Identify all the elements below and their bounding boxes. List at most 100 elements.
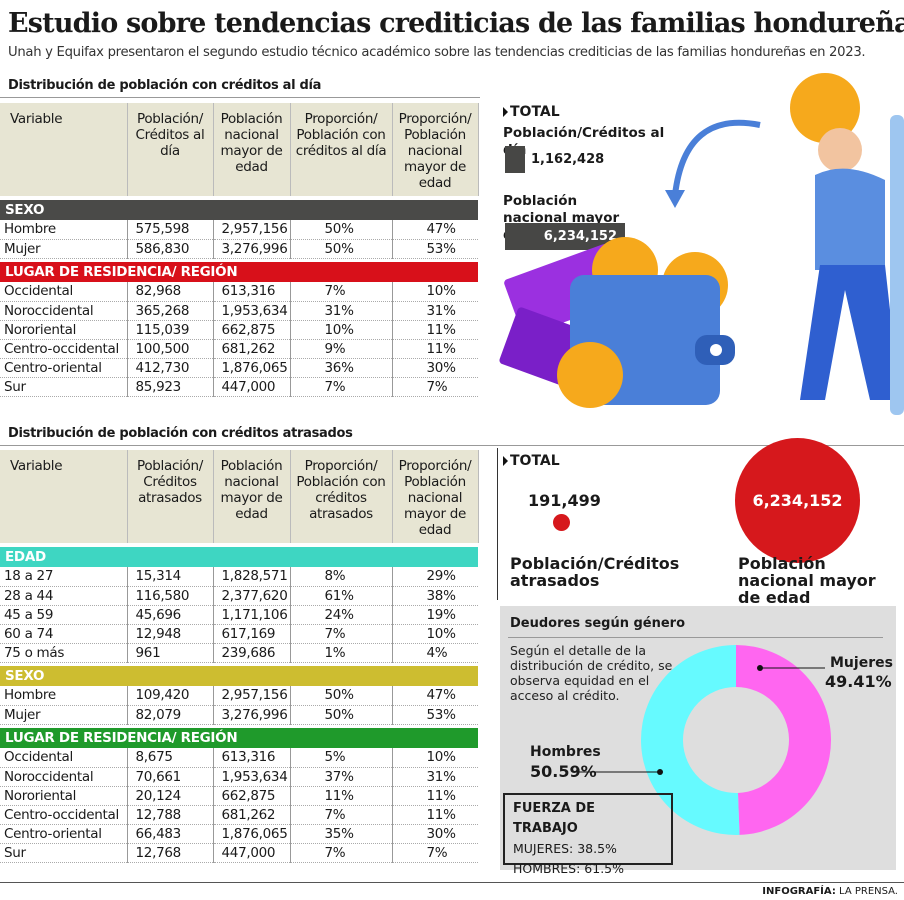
table-cell: 447,000: [213, 377, 291, 397]
table-cell: 10%: [392, 748, 478, 768]
value-creditos-atrasados: 191,499: [528, 491, 601, 510]
table-cell: 53%: [392, 705, 478, 725]
table-row: Noroccidental 70,661 1,953,634 37% 31%: [0, 767, 478, 787]
table-cell: Hombre: [0, 686, 128, 706]
table-row: Centro-oriental 66,483 1,876,065 35% 30%: [0, 824, 478, 844]
table-cell: 681,262: [213, 805, 291, 825]
value-creditos-al-dia: 1,162,428: [531, 152, 605, 167]
table-cell: 29%: [392, 567, 478, 587]
table-cell: 3,276,996: [213, 705, 291, 725]
table-cell: 12,948: [127, 624, 214, 644]
table-cell: 4%: [392, 643, 478, 663]
table-cell: 7%: [290, 377, 393, 397]
table-header: Variable Población/ Créditos atrasados Pob…: [0, 450, 479, 543]
circle-poblacion-nacional: 6,234,152: [735, 438, 860, 563]
group-header: LUGAR DE RESIDENCIA/ REGIÓN: [0, 728, 478, 748]
column-header: Población nacional mayor de edad: [213, 450, 291, 543]
leader-dot: [657, 769, 663, 775]
label-hombres: Hombres: [530, 744, 601, 760]
column-header: Variable: [0, 103, 128, 196]
table-cell: 37%: [290, 767, 393, 787]
table-row: Noroccidental 365,268 1,953,634 31% 31%: [0, 301, 478, 321]
donut-slice-hombres: [641, 645, 740, 835]
coin-icon: [790, 73, 860, 143]
table-cell: Centro-oriental: [0, 358, 128, 378]
table-cell: Centro-occidental: [0, 339, 128, 359]
person-body: [815, 168, 885, 270]
table-cell: 45,696: [127, 605, 214, 625]
total-label: TOTAL: [503, 104, 683, 120]
table-cell: 24%: [290, 605, 393, 625]
table-cell: 575,598: [127, 220, 214, 240]
table-cell: 20,124: [127, 786, 214, 806]
table-cell: 1,953,634: [213, 301, 291, 321]
fuerza-de-trabajo-box: FUERZA DE TRABAJO MUJERES: 38.5% HOMBRES…: [503, 793, 673, 876]
table-cell: 15,314: [127, 567, 214, 587]
table-row: 75 o más 961 239,686 1% 4%: [0, 643, 478, 663]
table-cell: 19%: [392, 605, 478, 625]
divider: [508, 637, 883, 638]
table-cell: 47%: [392, 686, 478, 706]
table-cell: 82,079: [127, 705, 214, 725]
group-header: SEXO: [0, 200, 478, 220]
arrow-head-icon: [665, 190, 685, 208]
table-cell: 2,377,620: [213, 586, 291, 606]
table-cell: 53%: [392, 239, 478, 259]
table-cell: 1,876,065: [213, 824, 291, 844]
table-cell: 1,828,571: [213, 567, 291, 587]
group-header: EDAD: [0, 547, 478, 567]
group-label: EDAD: [0, 547, 478, 567]
table-cell: 50%: [290, 705, 393, 725]
group-header: LUGAR DE RESIDENCIA/ REGIÓN: [0, 262, 478, 282]
bar-creditos-al-dia: [505, 146, 525, 173]
wallet-illustration: [499, 73, 904, 415]
table-cell: 662,875: [213, 786, 291, 806]
table-row: Nororiental 115,039 662,875 10% 11%: [0, 320, 478, 340]
table-cell: 47%: [392, 220, 478, 240]
group-label: LUGAR DE RESIDENCIA/ REGIÓN: [0, 262, 478, 282]
table-cell: 66,483: [127, 824, 214, 844]
table-cell: Occidental: [0, 282, 128, 302]
total-label: TOTAL: [503, 453, 560, 469]
table-cell: Sur: [0, 843, 128, 863]
leader-dot: [757, 665, 763, 671]
table-cell: 7%: [392, 843, 478, 863]
coin-icon: [557, 342, 623, 408]
table-cell: Noroccidental: [0, 301, 128, 321]
table-cell: 31%: [392, 767, 478, 787]
divider: [0, 97, 480, 98]
table-cell: 100,500: [127, 339, 214, 359]
table-cell: 10%: [290, 320, 393, 340]
table-cell: 116,580: [127, 586, 214, 606]
table-cell: 75 o más: [0, 643, 128, 663]
table-cell: Hombre: [0, 220, 128, 240]
table-cell: 617,169: [213, 624, 291, 644]
table-cell: 11%: [290, 786, 393, 806]
table-cell: 31%: [392, 301, 478, 321]
table-cell: Nororiental: [0, 786, 128, 806]
labor-women: MUJERES: 38.5%: [513, 841, 617, 856]
column-header: Proporción/ Población con créditos al dí…: [290, 103, 393, 196]
table-row: Centro-oriental 412,730 1,876,065 36% 30%: [0, 358, 478, 378]
table-cell: 8%: [290, 567, 393, 587]
table-cell: Mujer: [0, 239, 128, 259]
table-cell: 109,420: [127, 686, 214, 706]
labor-men: HOMBRES: 61.5%: [513, 861, 625, 876]
table-row: Mujer 586,830 3,276,996 50% 53%: [0, 239, 478, 259]
column-header: Proporción/ Población con créditos atras…: [290, 450, 393, 543]
table-row: 60 a 74 12,948 617,169 7% 10%: [0, 624, 478, 644]
table-cell: 11%: [392, 786, 478, 806]
chart-title: Deudores según género: [510, 616, 686, 631]
group-label: SEXO: [0, 666, 478, 686]
table-cell: 7%: [290, 282, 393, 302]
person-head: [818, 128, 862, 172]
table-cell: Nororiental: [0, 320, 128, 340]
table-cell: 30%: [392, 358, 478, 378]
table-row: Centro-occidental 12,788 681,262 7% 11%: [0, 805, 478, 825]
table-cell: 31%: [290, 301, 393, 321]
table-cell: 7%: [290, 624, 393, 644]
table-cell: 1,953,634: [213, 767, 291, 787]
table-cell: Mujer: [0, 705, 128, 725]
table-cell: 8,675: [127, 748, 214, 768]
table-cell: 45 a 59: [0, 605, 128, 625]
